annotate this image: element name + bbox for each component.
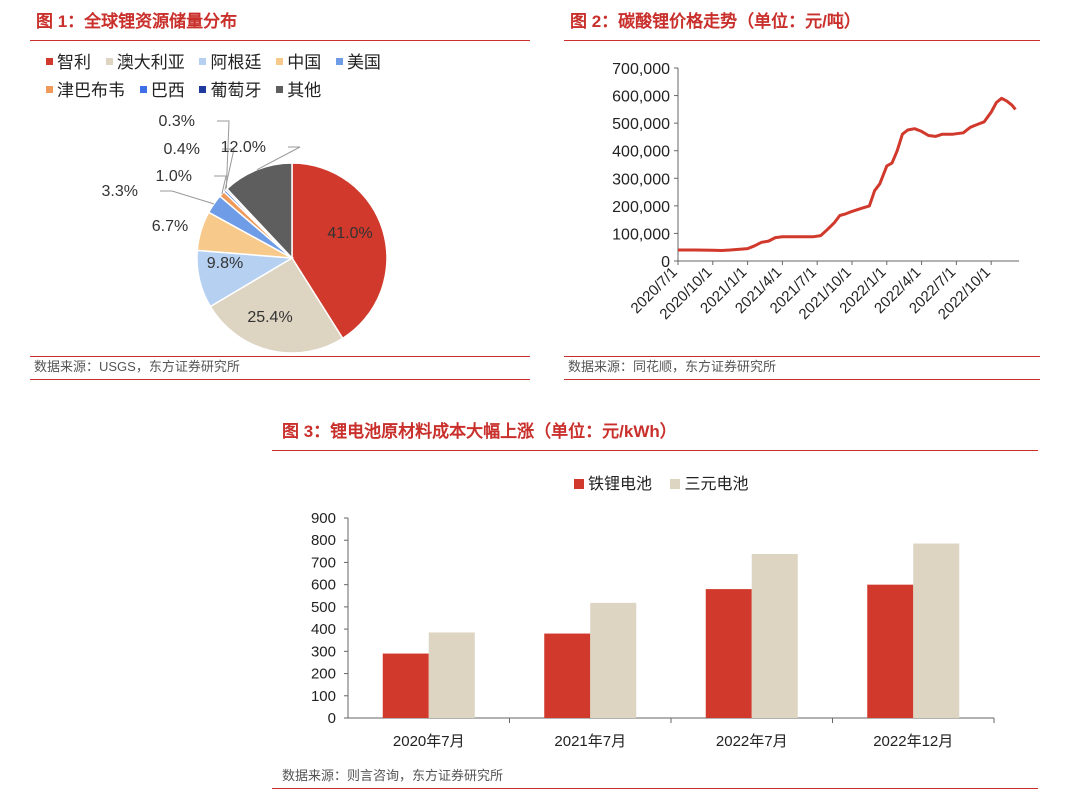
legend-label: 中国 [287, 53, 322, 72]
pie-data-label: 3.3% [102, 183, 138, 200]
legend-swatch [199, 86, 207, 94]
legend-swatch [276, 86, 284, 94]
legend-item-china: 中国 [276, 48, 321, 73]
y-tick-label: 600,000 [612, 89, 670, 106]
pie-leader-line [160, 190, 215, 205]
y-tick-label: 900 [311, 510, 336, 527]
bar [867, 584, 914, 718]
y-tick-label: 400,000 [612, 144, 670, 161]
legend-swatch [46, 86, 53, 94]
pie-data-label: 12.0% [221, 139, 266, 156]
pie-leader-line [214, 175, 227, 195]
bar [428, 632, 475, 718]
legend-swatch [670, 478, 681, 489]
bar-legend: 铁锂电池 三元电池 [574, 470, 762, 494]
bar-title: 图 3：锂电池原材料成本大幅上涨（单位：元/kWh） [272, 420, 1038, 451]
pie-leader-line [256, 146, 301, 171]
y-tick-label: 300,000 [612, 171, 670, 188]
y-tick-label: 100,000 [612, 226, 670, 243]
y-tick-label: 500,000 [612, 116, 670, 133]
legend-swatch [46, 58, 53, 66]
pie-leader-line [217, 120, 230, 190]
legend-label: 阿根廷 [210, 53, 262, 72]
x-tick-label: 2021年7月 [554, 733, 626, 750]
pie-data-label: 0.3% [159, 113, 195, 130]
legend-label: 三元电池 [684, 476, 749, 493]
pie-chart: 41.0% 25.4% 9.8% 6.7% 3.3% 1.0% 0.4% 0.3% 12.0% [102, 113, 388, 354]
y-tick-label: 300 [311, 643, 336, 660]
pie-data-label: 6.7% [152, 218, 188, 235]
legend-item-australia: 澳大利亚 [105, 48, 185, 73]
legend-label: 津巴布韦 [57, 81, 125, 100]
legend-item-brazil: 巴西 [139, 76, 185, 101]
pie-slice [209, 256, 344, 354]
legend-item-ncm: 三元电池 [670, 470, 748, 494]
legend-swatch [199, 58, 207, 66]
legend-label: 葡萄牙 [210, 81, 262, 100]
pie-slice [225, 162, 293, 260]
legend-item-lfp: 铁锂电池 [574, 470, 652, 494]
pie-leader-line [222, 148, 235, 192]
legend-swatch [105, 58, 113, 66]
pie-title: 图 1：全球锂资源储量分布 [30, 10, 530, 41]
bar [382, 653, 429, 718]
bar [705, 589, 752, 718]
legend-item-portugal: 葡萄牙 [199, 76, 261, 101]
y-tick-label: 200,000 [612, 199, 670, 216]
x-tick-label: 2020年7月 [393, 733, 465, 750]
legend-item-zimbabwe: 津巴布韦 [46, 76, 125, 101]
legend-label: 美国 [346, 53, 381, 72]
legend-swatch [276, 58, 284, 66]
pie-legend-row-2: 津巴布韦 巴西 葡萄牙 其他 [46, 76, 331, 101]
legend-label: 澳大利亚 [116, 53, 185, 72]
x-tick-label: 2022年7月 [716, 733, 788, 750]
pie-data-label: 0.4% [164, 141, 200, 158]
y-tick-label: 0 [328, 710, 336, 727]
price-line [678, 96, 1017, 252]
bar [751, 554, 798, 718]
legend-label: 铁锂电池 [588, 476, 653, 493]
legend-swatch [574, 478, 584, 489]
line-title: 图 2：碳酸锂价格走势（单位：元/吨） [564, 10, 1040, 41]
bar [913, 543, 960, 718]
bar [590, 602, 637, 718]
legend-swatch [139, 86, 147, 94]
legend-label: 巴西 [150, 81, 185, 100]
pie-legend-row-1: 智利 澳大利亚 阿根廷 中国 美国 [46, 48, 391, 73]
legend-label: 智利 [57, 53, 91, 72]
x-tick-label: 2022年12月 [873, 733, 953, 750]
pie-data-label: 41.0% [327, 225, 372, 242]
y-tick-label: 600 [311, 577, 336, 594]
y-tick-label: 500 [311, 599, 336, 616]
pie-data-label: 25.4% [247, 309, 292, 326]
line-source: 数据来源：同花顺，东方证券研究所 [564, 356, 1040, 380]
y-tick-label: 100 [311, 688, 336, 705]
y-tick-label: 400 [311, 621, 336, 638]
legend-item-usa: 美国 [335, 48, 381, 73]
y-tick-label: 700,000 [612, 61, 670, 78]
y-tick-label: 800 [311, 532, 336, 549]
legend-label: 其他 [287, 81, 322, 100]
panel-bar: 图 3：锂电池原材料成本大幅上涨（单位：元/kWh） 铁锂电池 三元电池 0 10… [272, 420, 1038, 792]
y-tick-label: 700 [311, 554, 336, 571]
legend-item-other: 其他 [276, 76, 321, 101]
legend-item-chile: 智利 [46, 48, 91, 73]
bar-chart: 0 100 200 300 400 500 600 700 800 900 2020年7月 2021年… [311, 510, 995, 750]
panel-pie: 图 1：全球锂资源储量分布 智利 澳大利亚 阿根廷 中国 美国 津巴布韦 巴西 … [30, 10, 530, 380]
line-chart: 0 100,000 200,000 300,000 400,000 500,000 600,… [612, 61, 1019, 323]
legend-item-argentina: 阿根廷 [199, 48, 261, 73]
pie-data-label: 9.8% [207, 255, 243, 272]
legend-swatch [335, 58, 343, 66]
y-tick-label: 0 [661, 254, 670, 271]
y-tick-label: 200 [311, 666, 336, 683]
pie-data-label: 1.0% [156, 168, 192, 185]
pie-source: 数据来源：USGS，东方证券研究所 [30, 356, 530, 380]
bar-source: 数据来源：则言咨询，东方证券研究所 [272, 766, 1038, 789]
bar [544, 633, 591, 718]
panel-line: 图 2：碳酸锂价格走势（单位：元/吨） 0 100,000 200,000 300,0… [564, 10, 1040, 380]
